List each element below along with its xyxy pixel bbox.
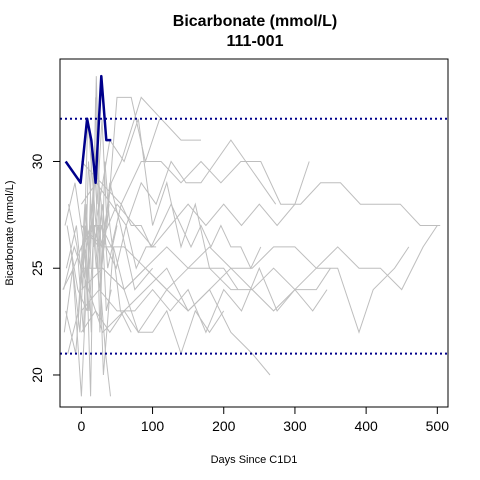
x-tick-label: 300 [283, 418, 307, 434]
y-tick-label: 25 [29, 260, 45, 276]
y-tick-label: 20 [29, 367, 45, 383]
background-series-line-13 [81, 268, 327, 332]
background-series-line-11 [81, 162, 440, 226]
x-tick-label: 500 [426, 418, 450, 434]
chart-title: Bicarbonate (mmol/L) [173, 13, 337, 30]
x-axis: 0 100 200 300 400 500 [77, 407, 449, 434]
y-tick-label: 30 [29, 154, 45, 170]
background-series-line-16 [81, 119, 238, 290]
background-series-line-21 [81, 268, 330, 311]
background-series-group [63, 76, 440, 396]
chart-subtitle: 111-001 [227, 33, 284, 50]
y-axis: 20 25 30 [29, 154, 60, 383]
y-axis-label: Bicarbonate (mmol/L) [4, 180, 16, 285]
x-tick-label: 400 [354, 418, 378, 434]
x-tick-label: 100 [141, 418, 165, 434]
plot-frame [60, 59, 448, 407]
background-series-line-12 [81, 226, 437, 290]
background-series-line-15 [81, 247, 408, 332]
background-series-line-14 [81, 268, 270, 375]
x-tick-label: 0 [77, 418, 85, 434]
x-tick-label: 200 [212, 418, 236, 434]
x-axis-label: Days Since C1D1 [211, 454, 298, 466]
reference-lines-group [60, 119, 448, 354]
